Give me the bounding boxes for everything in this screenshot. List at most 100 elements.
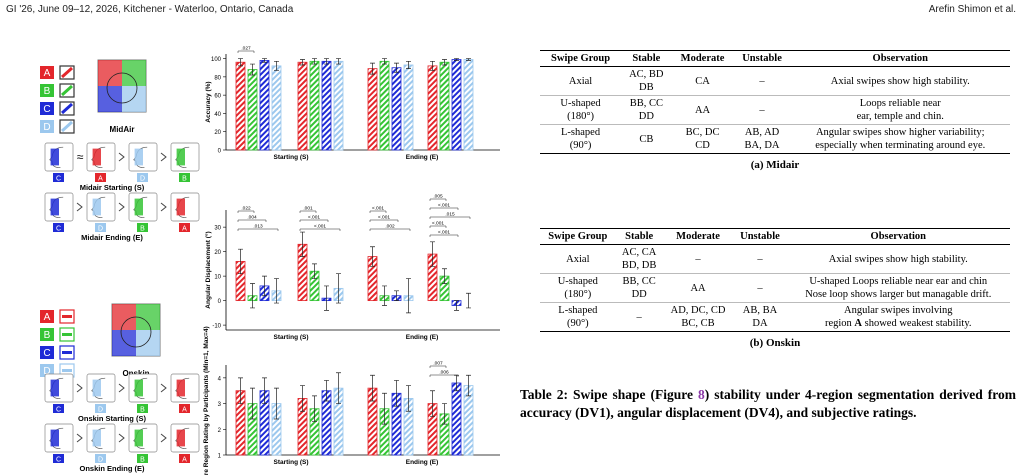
error-bar — [300, 231, 305, 257]
cell: Axial — [540, 66, 622, 96]
face-region — [50, 429, 59, 447]
header-cell: Swipe Group — [540, 228, 616, 245]
y-tick-label: 0 — [218, 149, 222, 155]
bar — [235, 61, 246, 151]
face-outline — [91, 427, 106, 449]
error-bar — [430, 60, 435, 71]
region-swatch — [40, 328, 54, 341]
cell-text: A — [854, 318, 862, 329]
significance-label: .004 — [247, 215, 257, 221]
region-letter: D — [43, 366, 50, 377]
bar — [271, 65, 282, 151]
sequence-letter: C — [56, 176, 61, 183]
sequence-tag — [179, 454, 190, 463]
head-outline — [120, 316, 152, 348]
error-bar — [274, 60, 279, 71]
cell-line: – — [757, 253, 763, 265]
error-bar — [394, 290, 399, 301]
table-subcaption: (b) Onskin — [749, 337, 801, 349]
sequence-arrow — [76, 433, 83, 443]
bar — [403, 64, 414, 151]
row: U-shaped (180°) BB, CC DD AA – U-shaped Loops … — [540, 273, 1010, 303]
face-region — [92, 198, 101, 216]
cell-line: U-shaped — [560, 98, 601, 109]
cell: BB, CC DD — [615, 273, 663, 303]
cell: – — [733, 273, 787, 303]
y-axis-label: Gesture Region Rating by Participants (M… — [203, 326, 210, 475]
error-bar — [406, 385, 411, 412]
row: Axial AC, CA BD, DB – – Axial swipes show hig… — [540, 244, 1010, 274]
cell-text: region — [824, 318, 855, 329]
error-bar — [370, 246, 375, 267]
cell: – — [662, 244, 734, 274]
cell-line: Loops reliable near — [859, 98, 941, 109]
significance-bracket — [237, 228, 279, 231]
face-region — [134, 148, 143, 166]
head-region — [98, 86, 122, 112]
head-outline — [106, 72, 138, 104]
cell: U-shaped (180°) — [540, 95, 622, 125]
sequence-label: Midair Starting (S) — [80, 183, 145, 192]
significance-label: .013 — [253, 224, 263, 230]
region-letter: C — [43, 104, 50, 115]
cell: CB — [621, 125, 671, 154]
sequence-tag — [53, 404, 64, 413]
error-bar — [238, 248, 243, 275]
sequence-arrow — [160, 433, 167, 443]
error-bar — [324, 58, 329, 65]
y-tick-label: 60 — [214, 94, 221, 100]
error-bar — [238, 58, 243, 67]
figure-link[interactable]: 8 — [698, 387, 705, 402]
sequence-letter: A — [182, 407, 187, 414]
error-bar — [454, 300, 459, 311]
face-outline — [133, 377, 148, 399]
header-cell: Swipe Group — [540, 50, 622, 67]
cell: AB, BA DA — [733, 303, 786, 332]
cell-line: – — [757, 282, 763, 294]
error-bar — [442, 59, 447, 66]
sequence-letter: B — [140, 226, 145, 233]
y-tick-label: 0 — [218, 299, 222, 305]
running-header: GI '26, June 09–12, 2026, Kitchener - Wa… — [6, 4, 294, 15]
face-outline — [175, 196, 190, 218]
cell: AD, DC, CD BC, CB — [663, 303, 734, 332]
cell-line: Axial — [566, 253, 590, 265]
bar — [297, 61, 308, 151]
significance-bracket — [429, 198, 447, 201]
bar — [321, 60, 332, 151]
cell-line: AB, BA — [742, 305, 778, 316]
sequence-letter: D — [98, 407, 103, 414]
significance-label: .015 — [445, 212, 455, 218]
cell-line: – — [759, 104, 765, 116]
region-letter: A — [44, 312, 51, 323]
cell: – — [733, 66, 791, 96]
error-bar — [336, 273, 341, 304]
error-bar — [406, 278, 411, 314]
sequence-arrow — [118, 152, 125, 162]
cell-line: Angular swipes show higher variability; — [815, 127, 985, 138]
significance-bracket — [429, 374, 459, 377]
face-region — [50, 198, 59, 216]
sequence-arrow — [118, 383, 125, 393]
group-label: Starting (S) — [273, 154, 308, 161]
bar — [333, 60, 344, 151]
face-region — [176, 198, 185, 216]
face-outline — [175, 377, 190, 399]
cell-line: AC, BD — [629, 69, 664, 80]
error-bar — [250, 387, 255, 420]
sequence-letter: A — [182, 226, 187, 233]
bar — [439, 61, 450, 151]
y-tick-label: 2 — [218, 428, 222, 434]
y-tick-label: 40 — [214, 112, 221, 118]
face-outline — [49, 196, 64, 218]
table-b: Swipe Group Stable Moderate Unstable Observa… — [540, 228, 1010, 349]
group-label: Ending (E) — [406, 459, 439, 466]
header-cell: Moderate — [671, 50, 734, 67]
significance-bracket — [299, 219, 329, 222]
row: Axial AC, BD DB CA – Axial swipes show high s… — [540, 66, 1010, 96]
bar — [463, 59, 474, 151]
cell-line: BA, DA — [744, 140, 780, 151]
error-bar — [430, 390, 435, 417]
cell: Axial — [540, 244, 616, 274]
